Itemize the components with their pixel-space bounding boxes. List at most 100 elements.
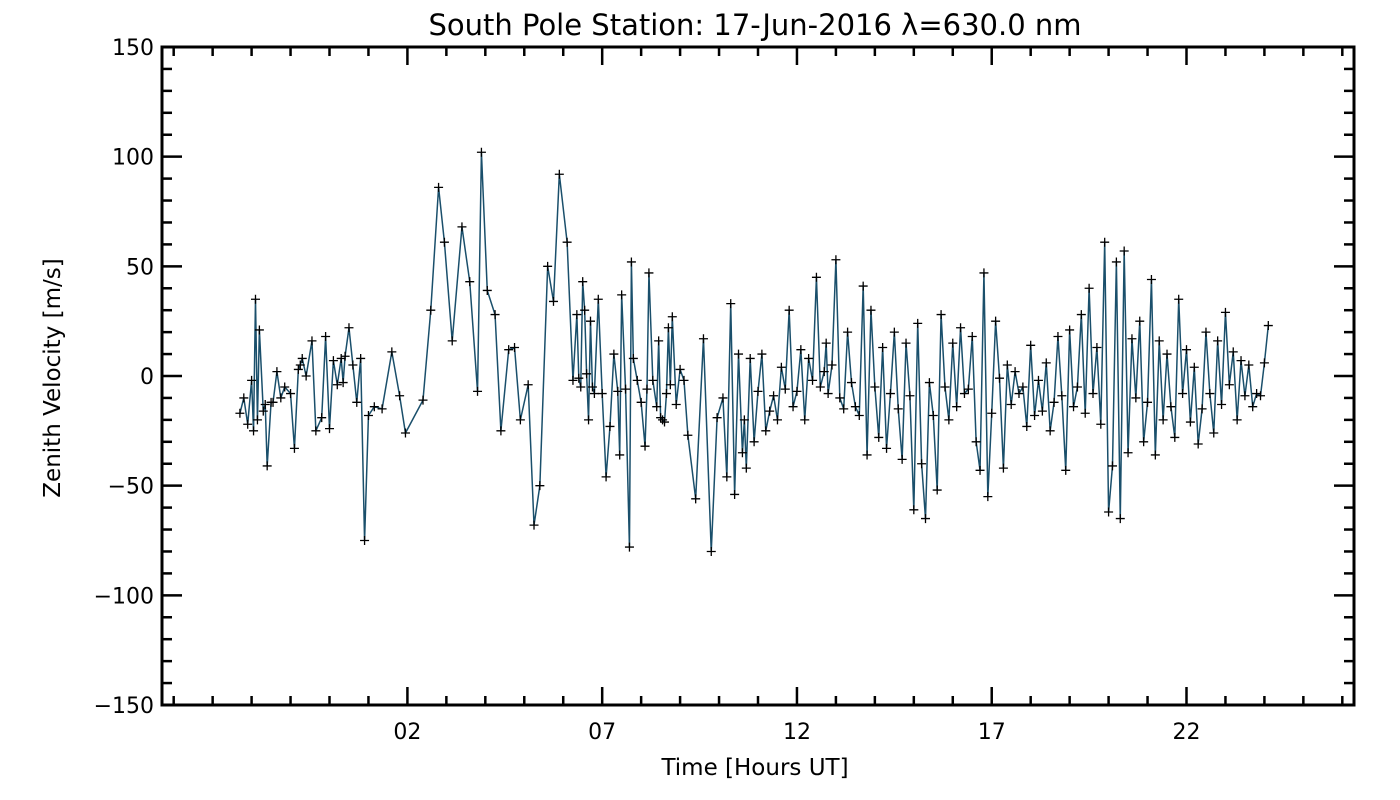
data-point [328, 356, 338, 366]
data-point [360, 536, 370, 545]
data-point [665, 380, 675, 390]
data-point [928, 410, 938, 420]
data-point [572, 310, 582, 320]
data-point [476, 147, 486, 157]
data-point [1220, 307, 1230, 317]
data-point [636, 397, 646, 407]
data-point [1209, 428, 1219, 438]
data-point [297, 353, 307, 363]
data-point [1072, 382, 1082, 392]
data-point [632, 375, 642, 385]
data-point [615, 450, 625, 460]
data-point [1259, 358, 1269, 368]
data-point [741, 463, 751, 473]
data-point [1162, 349, 1172, 359]
data-point [835, 393, 845, 403]
data-point [1076, 310, 1086, 320]
data-point [679, 375, 689, 385]
data-point [921, 514, 931, 524]
data-point [893, 404, 903, 414]
data-point [587, 382, 597, 392]
data-point [1143, 397, 1153, 407]
y-tick-label: −100 [94, 584, 154, 609]
data-point [1252, 389, 1262, 399]
data-point [1088, 389, 1098, 399]
data-point [959, 389, 969, 399]
data-point [897, 454, 907, 464]
data-point [260, 400, 270, 410]
data-point [589, 389, 599, 399]
data-point [258, 406, 268, 416]
y-tick-label: 150 [112, 36, 154, 61]
data-point [737, 448, 747, 458]
data-point [1185, 417, 1195, 427]
data-point [983, 492, 993, 502]
data-point [1146, 274, 1156, 284]
data-point [850, 402, 860, 412]
data-point [712, 413, 722, 423]
data-point [1115, 514, 1125, 524]
data-point [496, 426, 506, 436]
data-point [344, 323, 354, 333]
data-point [1213, 336, 1223, 346]
data-point [348, 360, 358, 370]
data-point [854, 410, 864, 420]
data-point [317, 413, 327, 423]
data-point [1026, 340, 1036, 350]
data-point [400, 428, 410, 438]
data-point [878, 342, 888, 352]
data-point [1049, 397, 1059, 407]
data-point [811, 272, 821, 282]
data-point [730, 489, 740, 499]
data-point [510, 342, 520, 352]
data-point [621, 384, 631, 394]
data-point [1123, 448, 1133, 458]
data-point [804, 353, 814, 363]
data-point [490, 310, 500, 320]
data-point [862, 450, 872, 460]
data-point [434, 182, 444, 192]
data-point [718, 393, 728, 403]
data-point [574, 373, 584, 383]
data-point [249, 426, 259, 436]
data-point [776, 362, 786, 372]
data-point [975, 465, 985, 475]
data-point [823, 389, 833, 399]
data-point [515, 415, 525, 425]
data-point [882, 443, 892, 453]
data-point [1224, 380, 1234, 390]
data-point [1096, 419, 1106, 429]
data-point [243, 419, 253, 429]
data-point [1135, 316, 1145, 326]
data-point [447, 336, 457, 346]
data-point [235, 408, 245, 418]
data-point [307, 336, 317, 346]
data-point [301, 371, 311, 381]
data-point [963, 384, 973, 394]
data-point [584, 415, 594, 425]
data-point [1065, 325, 1075, 335]
series-line [239, 152, 1270, 552]
data-point [944, 415, 954, 425]
data-point [1256, 391, 1266, 401]
data-point [321, 332, 331, 342]
data-point [325, 424, 335, 434]
data-point [1006, 400, 1016, 410]
data-point [839, 404, 849, 414]
data-point [523, 380, 533, 390]
data-point [1232, 415, 1242, 425]
data-point [457, 222, 467, 232]
data-point [286, 389, 296, 399]
data-point [1041, 358, 1051, 368]
data-point [808, 375, 818, 385]
data-point [593, 294, 603, 304]
data-point [870, 382, 880, 392]
data-point [948, 338, 958, 348]
data-point [932, 485, 942, 495]
data-point [1069, 402, 1079, 412]
data-point [529, 520, 539, 530]
data-point [1057, 391, 1067, 401]
data-point [675, 364, 685, 374]
data-point [995, 373, 1005, 383]
data-point [597, 389, 607, 399]
